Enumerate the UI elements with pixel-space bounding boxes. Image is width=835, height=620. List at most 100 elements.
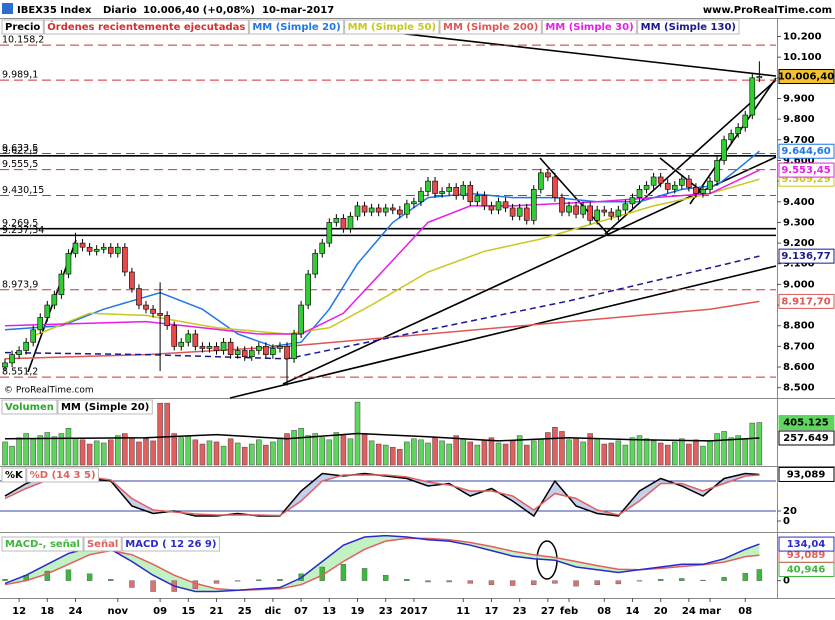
histogram-bar	[552, 580, 558, 584]
x-tick-label: 07	[294, 606, 308, 617]
volume-bar	[608, 442, 615, 466]
legend-label: MM (Simple 130)	[641, 22, 736, 33]
candle-body	[664, 182, 671, 190]
value-label: 405.125	[783, 418, 829, 429]
candle-body	[319, 242, 326, 254]
candle-body	[298, 304, 304, 335]
candle-body	[157, 313, 163, 316]
x-tick-label: 21	[210, 606, 224, 617]
volume-bar	[185, 435, 192, 466]
candle-body	[220, 341, 227, 351]
y-tick-label: 9.400	[783, 197, 815, 208]
candle-body	[566, 205, 572, 213]
volume-bar	[122, 433, 128, 466]
candle-body	[432, 180, 438, 194]
value-label: 9.509,29	[781, 174, 830, 185]
volume-bar	[538, 438, 544, 466]
y-tick-label: 8.600	[783, 362, 815, 373]
volume-bar	[44, 432, 51, 466]
candle-body	[530, 189, 537, 221]
volume-bar	[495, 442, 502, 466]
histogram-bar	[361, 568, 368, 581]
x-tick-label: feb	[560, 606, 578, 617]
candle-body	[270, 348, 276, 355]
level-label: 9.622,5	[2, 145, 38, 156]
histogram-bar	[594, 580, 600, 585]
x-tick-label: 13	[322, 606, 336, 617]
x-tick-label: nov	[108, 606, 129, 617]
volume-bar	[199, 443, 206, 466]
candle-body	[467, 184, 474, 203]
histogram-bar	[129, 580, 135, 588]
candle-body	[107, 246, 114, 254]
volume-bar	[312, 433, 318, 466]
candle-body	[2, 362, 8, 368]
candle-body	[601, 209, 608, 213]
volume-bar	[453, 435, 459, 466]
candle-body	[411, 201, 417, 205]
candle-body	[86, 246, 93, 252]
volume-bar	[446, 443, 452, 466]
candle-body	[700, 189, 706, 194]
volume-bar	[707, 440, 713, 466]
level-label: 8.973,9	[2, 279, 38, 290]
volume-bar	[552, 427, 558, 466]
last-price: 10.006,40 (+0,08%)	[143, 5, 255, 16]
candle-body	[594, 209, 601, 221]
y-tick-label: 8.800	[783, 321, 815, 332]
value-label: 134,04	[787, 539, 826, 550]
candle-body	[629, 197, 636, 205]
candle-body	[213, 346, 220, 351]
level-label: 9.430,15	[2, 185, 44, 196]
legend-box	[344, 19, 440, 35]
x-tick-label: mar	[699, 606, 721, 617]
candle-body	[509, 207, 516, 217]
volume-ma-line	[4, 432, 760, 442]
histogram-bar	[213, 580, 220, 584]
histogram-bar	[256, 579, 262, 581]
legend-label: Precio	[5, 22, 40, 33]
histogram-bar	[700, 579, 706, 581]
level-label: 9.555,5	[2, 159, 38, 170]
candle-body	[185, 333, 192, 343]
volume-bar	[58, 433, 65, 466]
candle-body	[714, 160, 720, 182]
histogram-bar	[340, 564, 347, 581]
volume-bar	[481, 439, 488, 466]
level-label: 8.551,2	[2, 367, 38, 378]
symbol: IBEX35 Index	[17, 5, 92, 16]
histogram-bar	[425, 580, 431, 583]
value-label: 40,946	[787, 564, 826, 575]
volume-bar	[418, 439, 424, 466]
y-tick-label: 10.100	[783, 52, 822, 63]
volume-bar	[347, 438, 354, 466]
candle-body	[721, 139, 727, 161]
legend-box	[121, 536, 220, 552]
candle-body	[227, 341, 234, 355]
candle-body	[382, 207, 389, 213]
trend-line	[604, 79, 777, 235]
candle-body	[51, 294, 58, 306]
legend-box	[1, 399, 58, 415]
candle-body	[389, 207, 396, 211]
value-box	[778, 143, 835, 159]
candle-body	[643, 184, 650, 190]
candle-body	[312, 253, 319, 275]
candle-body	[446, 187, 452, 192]
volume-bar	[263, 444, 269, 466]
x-tick-label: 11	[456, 606, 470, 617]
legend-label: MACD ( 12 26 9)	[125, 539, 216, 550]
watermark: © ProRealTime.com	[4, 386, 94, 396]
candle-body	[347, 215, 354, 229]
oscillator-line	[4, 474, 760, 517]
volume-bar	[650, 440, 657, 466]
histogram-bar	[108, 579, 114, 581]
value-box	[778, 248, 835, 264]
volume-bar	[213, 441, 220, 466]
volume-bar	[749, 422, 756, 466]
candle-body	[439, 191, 445, 194]
candle-body	[516, 207, 523, 217]
candle-body	[79, 242, 86, 248]
legend-box	[1, 536, 84, 552]
